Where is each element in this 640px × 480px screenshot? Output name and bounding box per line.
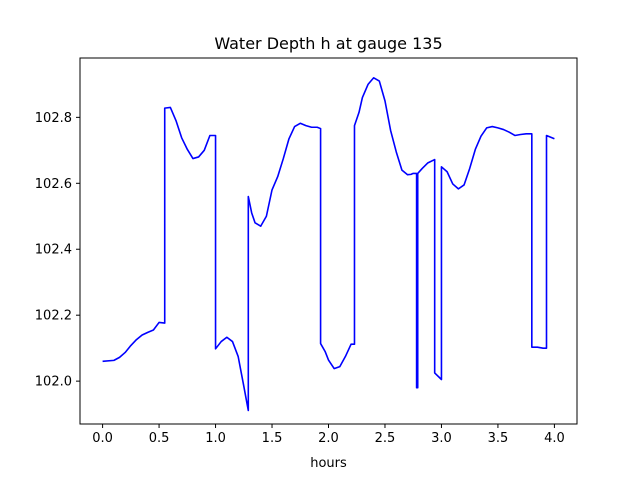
x-tick-label: 1.5 [262,431,283,446]
x-tick-label: 0.5 [149,431,170,446]
x-tick-label: 0.0 [92,431,113,446]
chart-title: Water Depth h at gauge 135 [214,34,442,53]
ticks-layer: 0.0 0.5 1.0 1.5 2.0 2.5 3.0 3.5 4.0 102.0 102.2 102… [35,111,565,446]
plot-layer [102,76,555,412]
x-tick-label: 4.0 [544,431,565,446]
y-tick-label: 102.6 [35,177,72,192]
y-tick-label: 102.0 [35,375,72,390]
x-tick-label: 3.5 [488,431,509,446]
plot-frame [79,57,578,425]
x-tick-label: 2.0 [318,431,339,446]
x-tick-label: 3.0 [431,431,452,446]
y-tick-label: 102.8 [35,111,72,126]
x-tick-label: 1.0 [205,431,226,446]
x-axis-label: hours [310,456,347,471]
y-tick-label: 102.4 [35,243,72,258]
y-tick-label: 102.2 [35,309,72,324]
x-tick-label: 2.5 [375,431,396,446]
series-line [102,76,555,412]
